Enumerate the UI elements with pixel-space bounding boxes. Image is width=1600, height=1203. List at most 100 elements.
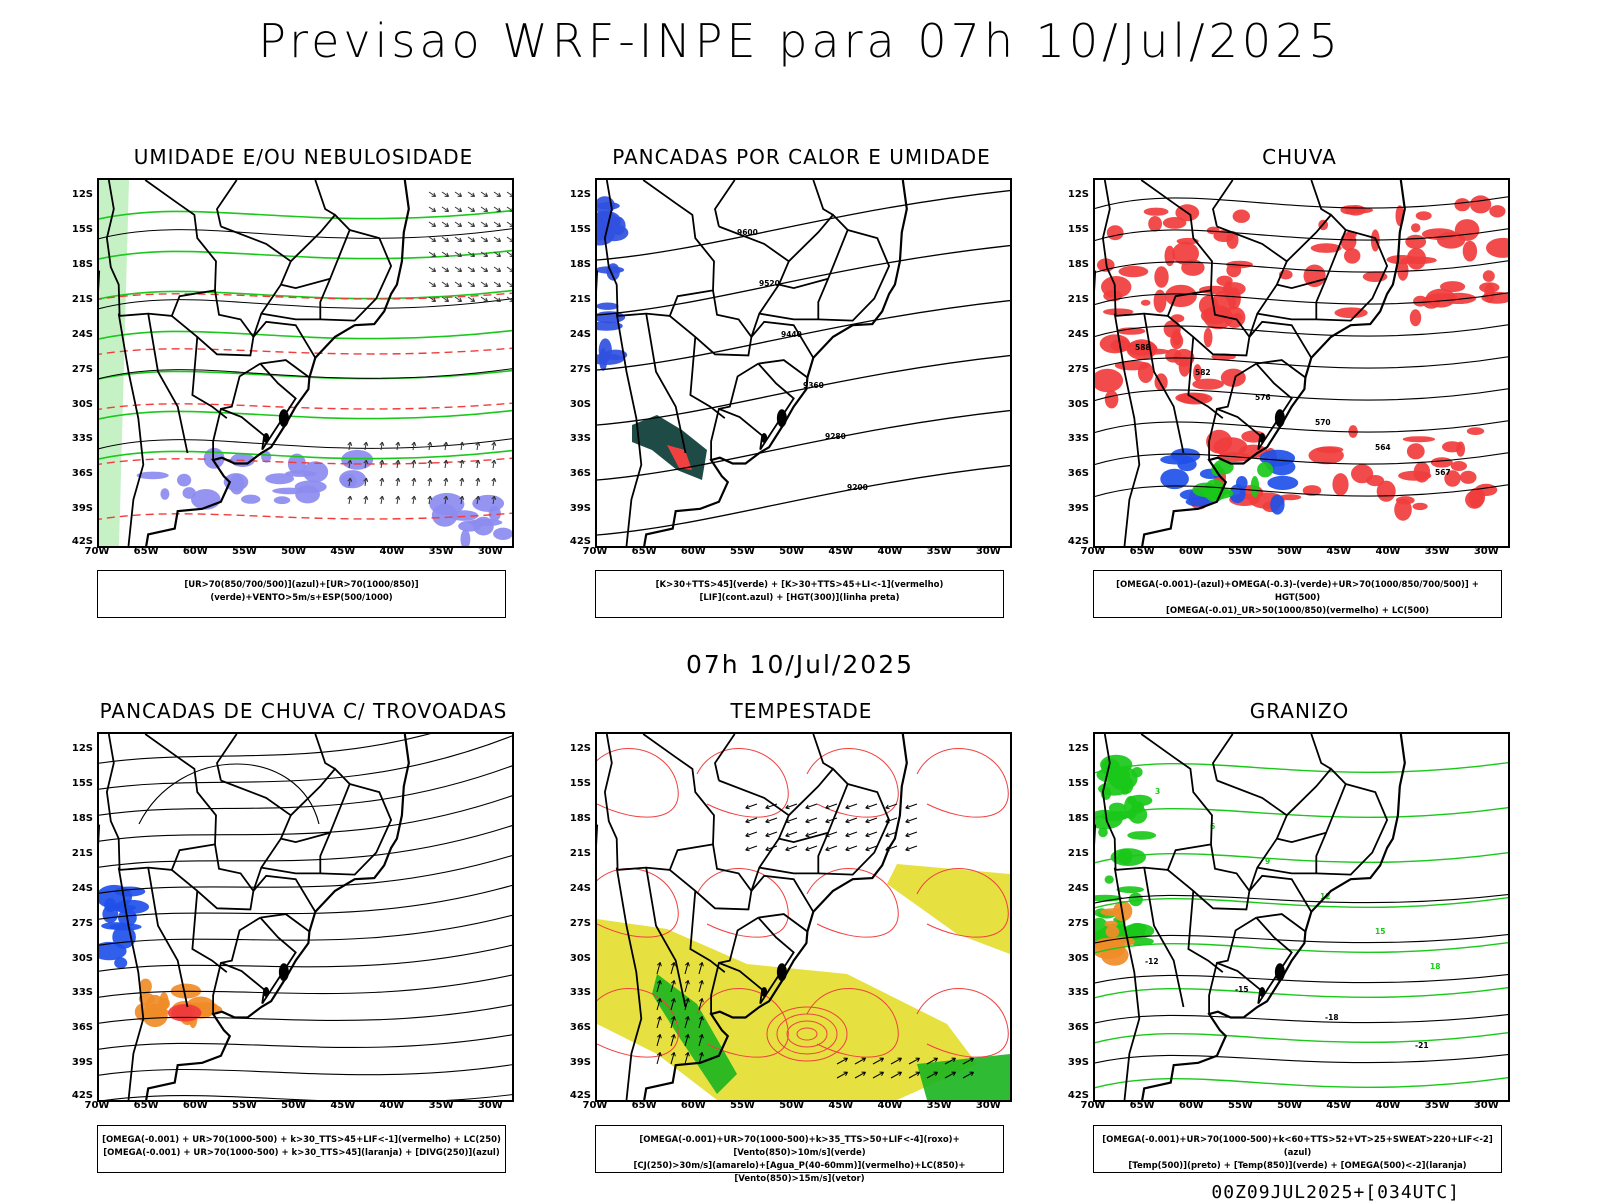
temp850-dense — [1128, 892, 1143, 907]
streamline — [104, 1094, 512, 1100]
state-border — [105, 734, 217, 871]
hgt500-contour — [1095, 228, 1508, 242]
divergence-area — [114, 957, 128, 969]
map-frame: -12 -15 -18 -21 3 6 9 12 15 18 — [1093, 732, 1510, 1102]
contour-label: 9600 — [737, 228, 758, 237]
wind-vector — [845, 804, 850, 810]
state-border — [212, 362, 261, 460]
longitude-label: 65W — [133, 1100, 159, 1111]
longitude-label: 40W — [379, 1100, 405, 1111]
wind-vector — [454, 236, 462, 242]
rain-area — [1163, 320, 1181, 338]
humidity-mid-area — [295, 485, 320, 504]
wind-vector — [476, 478, 479, 487]
state-border — [261, 783, 393, 876]
rain-area — [1140, 299, 1151, 306]
wind-vector — [656, 980, 662, 985]
wind-vector — [459, 459, 465, 465]
wind-vector — [483, 282, 489, 288]
wind-vector — [493, 191, 501, 197]
streamline — [138, 763, 320, 825]
wind-vector — [470, 282, 476, 288]
state-border — [260, 913, 310, 933]
panel-title: PANCADAS POR CALOR E UMIDADE — [612, 145, 991, 169]
longitude-label: 60W — [1178, 546, 1204, 557]
map-panel: PANCADAS DE CHUVA C/ TROVOADAS 12S 15S 18S 2… — [72, 699, 514, 1111]
wind-vector — [836, 1071, 848, 1079]
rain-area — [1116, 327, 1146, 335]
wind-vector — [905, 804, 910, 810]
wind-vector — [506, 251, 512, 257]
legend-line: [LIF](cont.azul) + [HGT(300)](linha pret… — [699, 593, 900, 603]
humidity-mid-area — [241, 494, 261, 504]
state-border — [117, 867, 145, 1100]
wind-vector — [427, 495, 433, 501]
legend-line: [UR>70(850/700/500)](azul)+[UR>70(1000/8… — [184, 580, 419, 603]
longitude-label: 45W — [330, 1100, 356, 1111]
latitude-label: 33S — [569, 433, 591, 445]
wind-vector — [698, 962, 704, 967]
latitude-label: 36S — [1067, 1022, 1089, 1034]
wind-vector — [684, 962, 689, 975]
state-border — [1315, 832, 1327, 874]
temp850-dense — [1104, 875, 1114, 884]
wind-vector — [493, 236, 501, 242]
hgt500-contour — [1095, 260, 1508, 274]
humidity-contour — [99, 249, 512, 260]
latitude-label: 42S — [71, 1090, 93, 1101]
wind-vector — [698, 998, 704, 1003]
wind-vector — [670, 1034, 675, 1047]
contour-label: -12 — [1145, 957, 1159, 966]
wind-vector — [476, 460, 479, 469]
wind-vector — [509, 192, 512, 197]
legend-box: [OMEGA(-0.001)-(azul)+OMEGA(-0.3)-(verde… — [1093, 570, 1502, 618]
thickness-contour — [99, 292, 512, 300]
wind-vector — [861, 1071, 866, 1076]
wind-vector — [670, 1052, 675, 1065]
streamline-850 — [597, 748, 679, 818]
humidity-contour — [99, 369, 512, 380]
humidity-mid-area — [261, 451, 272, 463]
state-border — [259, 916, 297, 1005]
rain-area — [1489, 205, 1506, 218]
temp850-contour — [1095, 1076, 1508, 1089]
latitude-label: 15S — [569, 224, 591, 236]
rain-area — [1316, 446, 1344, 453]
state-border — [1248, 874, 1313, 913]
wind-vector — [457, 237, 463, 243]
wind-vector — [496, 222, 502, 228]
wind-vector — [483, 222, 489, 228]
wind-vector — [444, 478, 447, 487]
state-border — [750, 320, 815, 359]
wind-vector — [951, 1071, 956, 1076]
state-border — [1216, 779, 1288, 892]
humidity-mid-area — [488, 505, 501, 522]
vortex — [786, 1020, 828, 1048]
contour-label: 18 — [1430, 962, 1440, 971]
state-border — [645, 867, 687, 1008]
latitude-label: 33S — [1067, 987, 1089, 999]
longitude-label: 70W — [582, 546, 608, 557]
wind-vector — [785, 846, 790, 852]
wind-vector — [467, 281, 475, 287]
omega-001-area — [1270, 494, 1285, 515]
wind-vector — [684, 980, 689, 993]
wind-vector — [380, 478, 383, 487]
wind-vector — [493, 251, 501, 257]
omega-001-area — [1160, 454, 1194, 465]
state-border — [1167, 290, 1251, 357]
latitude-label: 21S — [569, 848, 591, 859]
wind-vector — [470, 252, 476, 258]
wind-vector — [412, 460, 415, 469]
wind-vector — [428, 251, 436, 257]
latitude-label: 36S — [569, 468, 591, 480]
rain-area — [1118, 265, 1149, 278]
temp500-contour — [1095, 1053, 1508, 1064]
streamline — [99, 914, 512, 946]
map-frame: 9600 9520 9440 9360 9280 9200 — [595, 178, 1012, 548]
legend-line: [OMEGA(-0.001) + UR>70(1000-500) + k>30_… — [103, 1148, 500, 1158]
wind-vector — [428, 460, 431, 469]
wind-vector — [670, 1034, 676, 1039]
wind-vector — [379, 477, 385, 483]
lagoa-dos-patos — [278, 963, 289, 982]
